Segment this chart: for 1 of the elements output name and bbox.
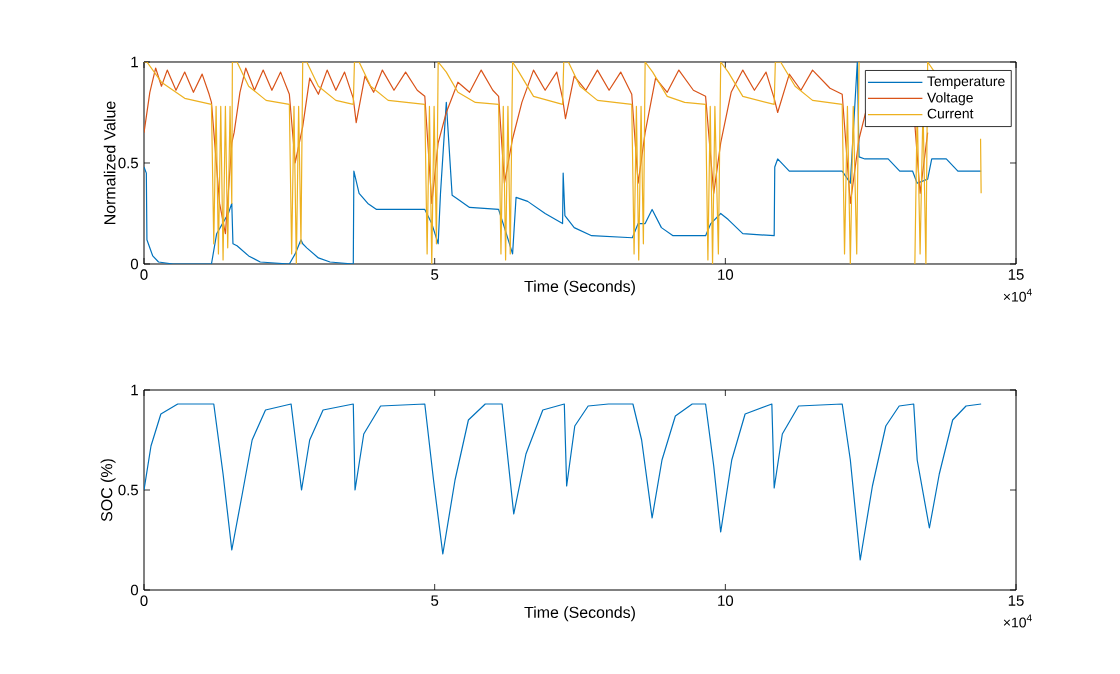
line-series: [144, 403, 982, 561]
